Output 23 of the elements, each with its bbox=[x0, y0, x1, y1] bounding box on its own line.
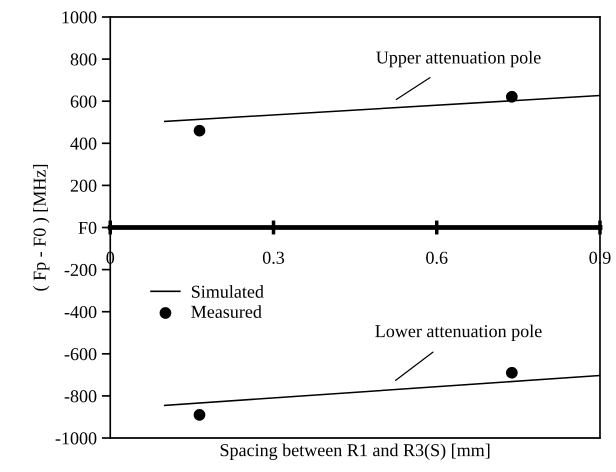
x-axis-title: Spacing between R1 and R3(S) [mm] bbox=[220, 444, 490, 460]
y-tick-label: 200 bbox=[70, 180, 96, 192]
y-tick-label: -800 bbox=[64, 390, 96, 402]
y-tick-label: 1000 bbox=[62, 11, 96, 24]
y-tick-label: -400 bbox=[64, 306, 96, 318]
y-tick-label: -1000 bbox=[56, 432, 96, 444]
point bbox=[506, 90, 518, 103]
y-tick-label: 800 bbox=[70, 53, 96, 66]
x-tick-label: 0.6 bbox=[426, 252, 448, 264]
y-axis-title: ( Fp - F0 ) [MHz] bbox=[33, 164, 50, 291]
y-tick-label: -600 bbox=[64, 348, 96, 360]
point bbox=[194, 124, 206, 137]
annotation: Lower attenuation pole bbox=[375, 324, 542, 341]
annotation: Upper attenuation pole bbox=[376, 50, 541, 68]
y-tick-label: F0 bbox=[78, 222, 96, 234]
point bbox=[506, 366, 518, 379]
x-tick-label: 0.3 bbox=[262, 252, 284, 264]
legend-label: Measured bbox=[191, 305, 262, 318]
point bbox=[194, 409, 206, 421]
y-tick-label: 600 bbox=[70, 95, 96, 108]
y-tick-label: -200 bbox=[64, 264, 96, 276]
legend-label: Simulated bbox=[192, 285, 264, 298]
y-tick-label: 400 bbox=[70, 138, 96, 150]
